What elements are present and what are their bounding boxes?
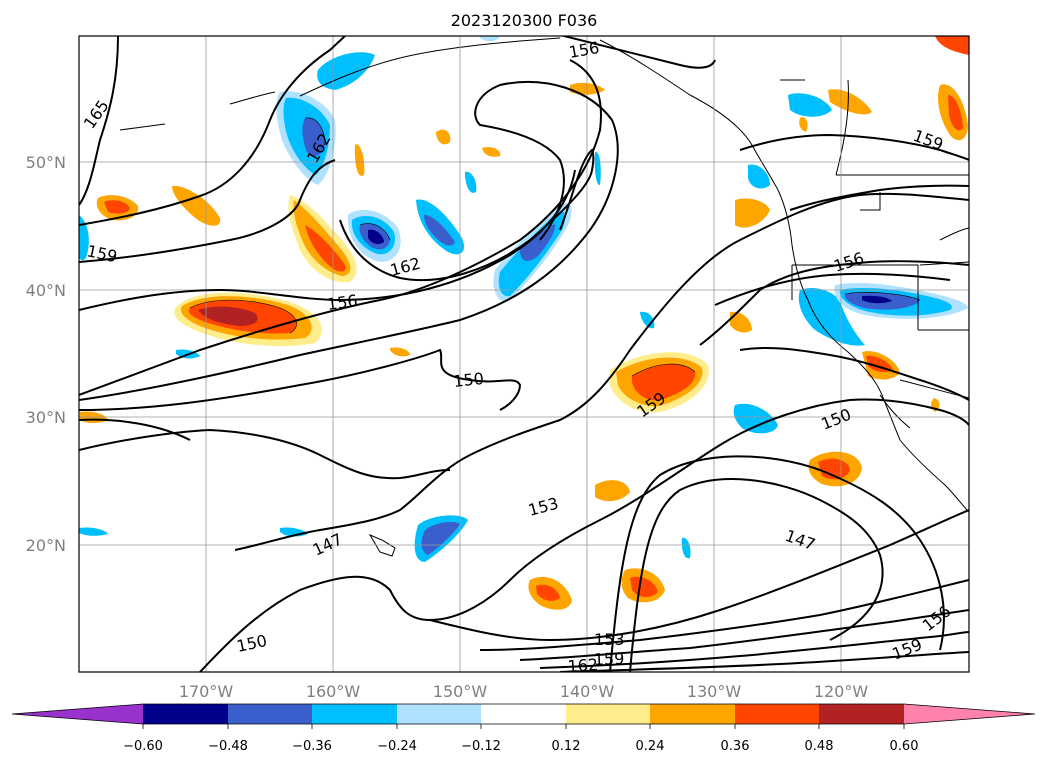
contour-label: 159: [85, 241, 119, 266]
lon-label: 150°W: [433, 682, 488, 701]
positive-shading: [80, 36, 969, 610]
contour-label: 150: [452, 369, 484, 391]
lon-label: 140°W: [560, 682, 615, 701]
colorbar-segment: [143, 704, 228, 724]
map-frame: [78, 35, 970, 673]
shading-outlines: [189, 117, 921, 377]
colorbar-tick-labels: −0.60 −0.48 −0.36 −0.24 −0.12 0.12 0.24 …: [123, 739, 918, 754]
colorbar-segment: [397, 704, 481, 724]
negative-shading: [79, 36, 968, 562]
colorbar-segment: [735, 704, 819, 724]
contour-label: 150: [818, 405, 853, 434]
colorbar-segment: [650, 704, 735, 724]
lat-label: 20°N: [26, 536, 66, 555]
contour-label: 162: [567, 655, 599, 676]
map-title: 2023120300 F036: [451, 11, 598, 30]
colorbar-tick-label: −0.12: [461, 739, 501, 754]
contour-label: 156: [326, 291, 359, 314]
lat-label: 50°N: [26, 153, 66, 172]
lon-label: 170°W: [179, 682, 234, 701]
height-contours: [79, 36, 969, 672]
colorbar-tick-label: −0.48: [208, 739, 248, 754]
colorbar-segment: [819, 704, 904, 724]
contour-label: 159: [593, 649, 624, 669]
contour-label: 156: [919, 601, 955, 635]
lon-label: 160°W: [306, 682, 361, 701]
contour-label: 159: [911, 126, 946, 154]
colorbar-tick-label: 0.48: [805, 739, 834, 754]
colorbar-tick-label: 0.60: [890, 739, 919, 754]
colorbar-ticks: [142, 724, 905, 729]
lat-label: 30°N: [26, 408, 66, 427]
colorbar-segment: [481, 704, 566, 724]
contour-label: 153: [594, 630, 625, 649]
colorbar-segment: [566, 704, 650, 724]
graticule: [79, 36, 969, 672]
colorbar-segment: [228, 704, 312, 724]
contour-label: 165: [80, 96, 113, 132]
contour-label: 153: [526, 494, 560, 520]
colorbar-over-triangle: [904, 704, 1035, 724]
contour-label: 147: [783, 526, 818, 554]
colorbar-tick-label: −0.60: [123, 739, 163, 754]
lon-label: 120°W: [814, 682, 869, 701]
colorbar-tick-label: −0.24: [377, 739, 417, 754]
colorbar-segment: [312, 704, 397, 724]
contour-label: 147: [310, 529, 346, 559]
contour-label: 150: [235, 631, 269, 656]
lon-label: 130°W: [687, 682, 742, 701]
colorbar-tick-label: 0.36: [721, 739, 750, 754]
colorbar-under-triangle: [12, 704, 143, 724]
colorbar-tick-label: −0.36: [292, 739, 332, 754]
colorbar-tick-label: 0.24: [636, 739, 665, 754]
contour-label: 156: [831, 248, 866, 276]
coastlines: [119, 37, 969, 557]
contour-label: 156: [567, 38, 600, 62]
latitude-labels: 50°N 40°N 30°N 20°N: [26, 153, 66, 555]
colorbar-tick-label: 0.12: [552, 739, 581, 754]
map-area: 165 162 162 159 156 156 156 150 159 150 …: [79, 36, 969, 676]
lat-label: 40°N: [26, 281, 66, 300]
colorbar: −0.60 −0.48 −0.36 −0.24 −0.12 0.12 0.24 …: [11, 703, 1036, 754]
longitude-labels: 170°W 160°W 150°W 140°W 130°W 120°W: [179, 682, 869, 701]
